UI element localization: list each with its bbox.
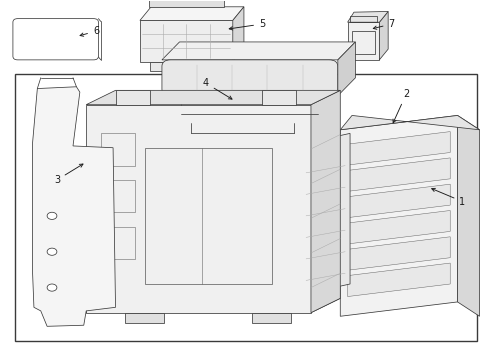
Polygon shape [162, 42, 355, 60]
Circle shape [47, 284, 57, 291]
Bar [145, 148, 272, 284]
Polygon shape [379, 12, 388, 60]
Polygon shape [347, 263, 450, 297]
Polygon shape [340, 116, 458, 316]
Bar [101, 134, 135, 166]
Polygon shape [340, 116, 480, 130]
Text: 7: 7 [373, 19, 395, 29]
Polygon shape [311, 90, 340, 313]
Text: 6: 6 [80, 26, 99, 36]
Polygon shape [347, 158, 450, 192]
Polygon shape [347, 22, 379, 60]
Polygon shape [347, 237, 450, 270]
Polygon shape [86, 90, 340, 105]
Circle shape [47, 248, 57, 255]
Polygon shape [125, 313, 164, 323]
FancyBboxPatch shape [162, 60, 338, 96]
Polygon shape [203, 62, 223, 71]
Polygon shape [150, 62, 169, 71]
Polygon shape [338, 42, 355, 96]
Polygon shape [149, 0, 223, 7]
Text: 1: 1 [432, 188, 466, 207]
Polygon shape [347, 132, 450, 165]
Text: 5: 5 [229, 19, 265, 30]
Polygon shape [140, 7, 244, 21]
Polygon shape [347, 211, 450, 244]
Bar [349, 16, 377, 22]
Polygon shape [347, 12, 388, 22]
Polygon shape [301, 134, 350, 295]
Polygon shape [86, 298, 340, 313]
Circle shape [47, 212, 57, 220]
Polygon shape [233, 7, 244, 62]
Bar [351, 31, 375, 54]
Text: 3: 3 [54, 164, 83, 185]
Bar [101, 226, 135, 259]
Polygon shape [458, 116, 480, 316]
Text: 2: 2 [393, 89, 409, 123]
Polygon shape [347, 184, 450, 218]
Bar [101, 180, 135, 212]
Polygon shape [86, 105, 311, 313]
Text: 4: 4 [203, 78, 232, 99]
Polygon shape [252, 313, 292, 323]
Polygon shape [262, 90, 296, 105]
Bar [181, 96, 318, 123]
Polygon shape [116, 90, 150, 105]
Polygon shape [140, 21, 233, 62]
Bar [15, 74, 477, 341]
Polygon shape [32, 87, 116, 326]
